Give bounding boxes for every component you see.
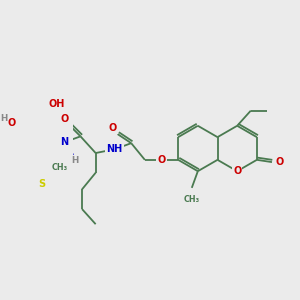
Text: H: H (71, 156, 78, 165)
Text: O: O (233, 166, 241, 176)
Text: O: O (158, 155, 166, 165)
Text: NH: NH (106, 144, 123, 154)
Text: O: O (275, 157, 284, 167)
Text: CH₃: CH₃ (184, 195, 200, 204)
Text: N: N (60, 137, 68, 147)
Text: O: O (8, 118, 16, 128)
Text: S: S (38, 179, 46, 189)
Text: O: O (61, 114, 69, 124)
Text: CH₃: CH₃ (52, 163, 68, 172)
Text: OH: OH (49, 99, 65, 109)
Text: H: H (0, 114, 8, 123)
Text: O: O (109, 123, 117, 133)
